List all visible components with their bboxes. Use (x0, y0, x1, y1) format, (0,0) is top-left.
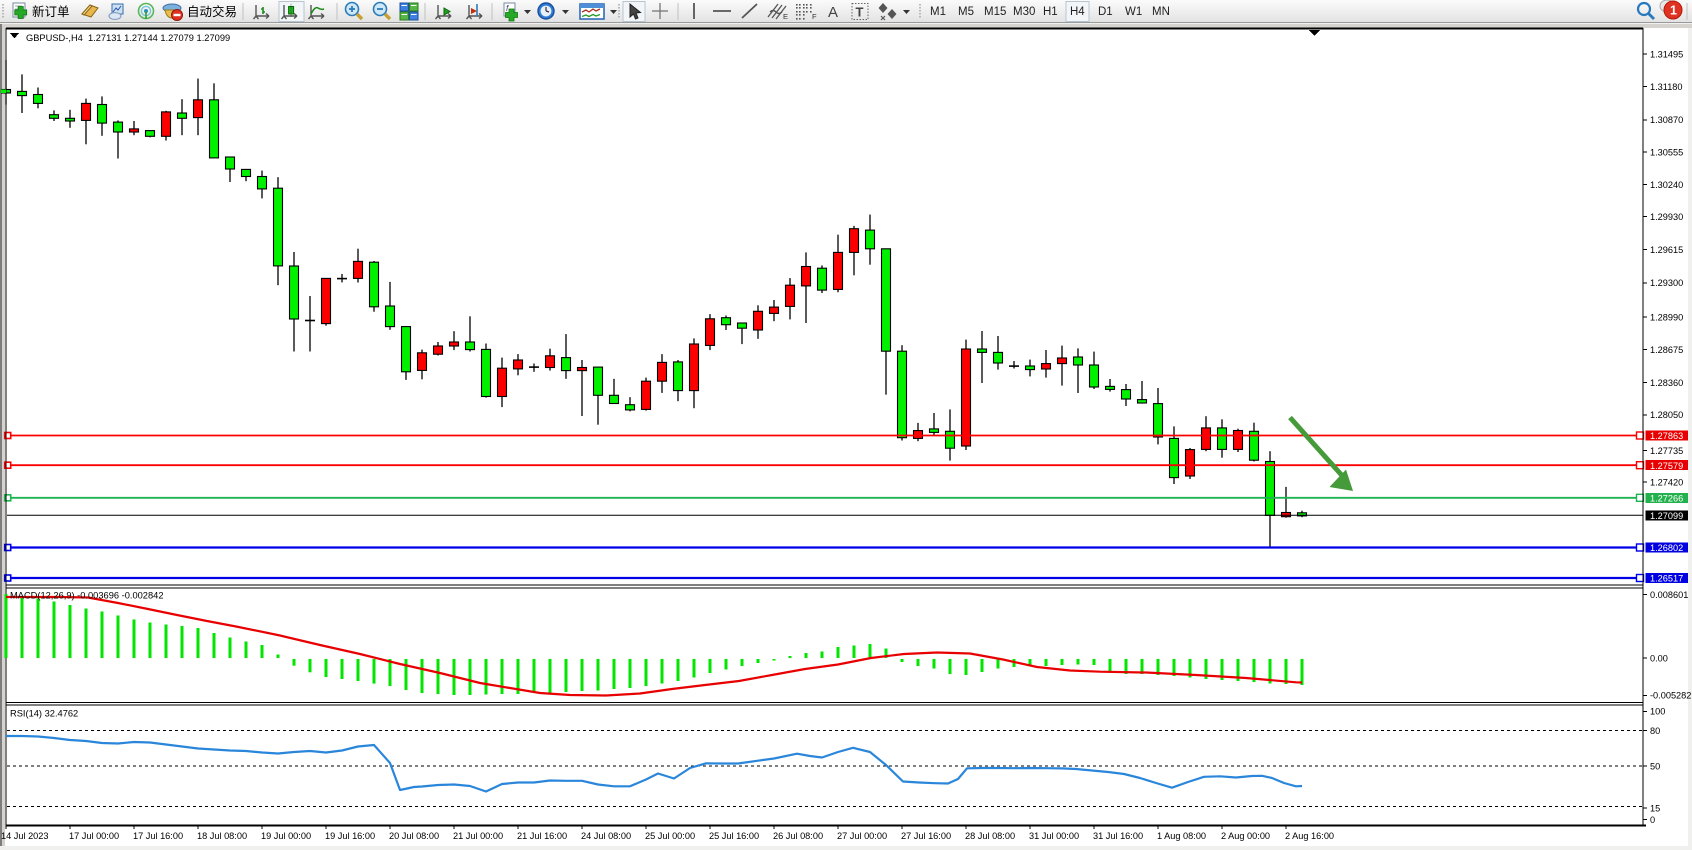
svg-text:新订单: 新订单 (32, 4, 70, 19)
svg-text:f: f (506, 4, 509, 13)
svg-text:1.29930: 1.29930 (1650, 212, 1683, 222)
svg-text:2 Aug 00:00: 2 Aug 00:00 (1221, 831, 1270, 841)
svg-text:1.26517: 1.26517 (1650, 574, 1683, 584)
svg-text:18 Jul 08:00: 18 Jul 08:00 (197, 831, 247, 841)
svg-text:1.27266: 1.27266 (1650, 493, 1683, 503)
svg-text:1.29300: 1.29300 (1650, 278, 1683, 288)
svg-text:28 Jul 08:00: 28 Jul 08:00 (965, 831, 1015, 841)
svg-text:26 Jul 08:00: 26 Jul 08:00 (773, 831, 823, 841)
svg-text:0.00: 0.00 (1650, 653, 1668, 663)
svg-text:1.28050: 1.28050 (1650, 410, 1683, 420)
svg-text:100: 100 (1650, 707, 1665, 717)
svg-text:1.28675: 1.28675 (1650, 345, 1683, 355)
svg-text:19 Jul 16:00: 19 Jul 16:00 (325, 831, 375, 841)
svg-text:19 Jul 00:00: 19 Jul 00:00 (261, 831, 311, 841)
svg-text:25 Jul 16:00: 25 Jul 16:00 (709, 831, 759, 841)
svg-text:17 Jul 16:00: 17 Jul 16:00 (133, 831, 183, 841)
svg-text:1.31495: 1.31495 (1650, 50, 1683, 60)
svg-text:W1: W1 (1125, 6, 1142, 18)
svg-text:1.27863: 1.27863 (1650, 431, 1683, 441)
svg-text:31 Jul 00:00: 31 Jul 00:00 (1029, 831, 1079, 841)
svg-text:2 Aug 16:00: 2 Aug 16:00 (1285, 831, 1334, 841)
svg-text:20 Jul 08:00: 20 Jul 08:00 (389, 831, 439, 841)
svg-text:21 Jul 16:00: 21 Jul 16:00 (517, 831, 567, 841)
svg-text:1: 1 (1670, 4, 1677, 18)
svg-text:M15: M15 (984, 6, 1006, 18)
svg-text:27 Jul 00:00: 27 Jul 00:00 (837, 831, 887, 841)
svg-text:M1: M1 (930, 6, 946, 18)
svg-text:T: T (856, 5, 864, 20)
svg-text:M30: M30 (1013, 6, 1035, 18)
svg-text:24 Jul 08:00: 24 Jul 08:00 (581, 831, 631, 841)
svg-text:0: 0 (1650, 815, 1655, 825)
svg-text:1 Aug 08:00: 1 Aug 08:00 (1157, 831, 1206, 841)
svg-text:自动交易: 自动交易 (187, 4, 237, 19)
svg-text:H4: H4 (1070, 6, 1085, 18)
svg-text:1.28360: 1.28360 (1650, 378, 1683, 388)
svg-text:1.30555: 1.30555 (1650, 148, 1683, 158)
svg-text:21 Jul 00:00: 21 Jul 00:00 (453, 831, 503, 841)
svg-text:MN: MN (1152, 6, 1170, 18)
svg-text:E: E (783, 12, 788, 21)
svg-text:31 Jul 16:00: 31 Jul 16:00 (1093, 831, 1143, 841)
svg-text:A: A (828, 4, 838, 21)
svg-text:14 Jul 2023: 14 Jul 2023 (1, 831, 49, 841)
svg-text:RSI(14) 32.4762: RSI(14) 32.4762 (10, 709, 78, 719)
svg-text:0.008601: 0.008601 (1650, 590, 1688, 600)
svg-text:1.27099: 1.27099 (1650, 511, 1683, 521)
svg-text:D1: D1 (1098, 6, 1113, 18)
svg-text:17 Jul 00:00: 17 Jul 00:00 (69, 831, 119, 841)
svg-text:80: 80 (1650, 726, 1660, 736)
svg-text:1.27579: 1.27579 (1650, 461, 1683, 471)
svg-text:27 Jul 16:00: 27 Jul 16:00 (901, 831, 951, 841)
svg-text:15: 15 (1650, 803, 1660, 813)
svg-text:-0.005282: -0.005282 (1650, 691, 1691, 701)
svg-text:1.27735: 1.27735 (1650, 446, 1683, 456)
svg-text:1.30240: 1.30240 (1650, 180, 1683, 190)
svg-text:1.27420: 1.27420 (1650, 478, 1683, 488)
svg-text:GBPUSD-,H4 1.27131 1.27144 1.: GBPUSD-,H4 1.27131 1.27144 1.27079 1.270… (26, 33, 230, 43)
svg-text:1.26802: 1.26802 (1650, 543, 1683, 553)
svg-text:M5: M5 (958, 6, 974, 18)
svg-text:F: F (812, 12, 817, 21)
svg-text:H1: H1 (1043, 6, 1058, 18)
svg-text:1.28990: 1.28990 (1650, 312, 1683, 322)
svg-text:1.31180: 1.31180 (1650, 82, 1683, 92)
svg-text:1.29615: 1.29615 (1650, 245, 1683, 255)
svg-text:25 Jul 00:00: 25 Jul 00:00 (645, 831, 695, 841)
svg-text:1.30870: 1.30870 (1650, 115, 1683, 125)
svg-text:50: 50 (1650, 761, 1660, 771)
svg-text:MACD(12,26,9) -0.003696 -0.002: MACD(12,26,9) -0.003696 -0.002842 (10, 591, 164, 601)
